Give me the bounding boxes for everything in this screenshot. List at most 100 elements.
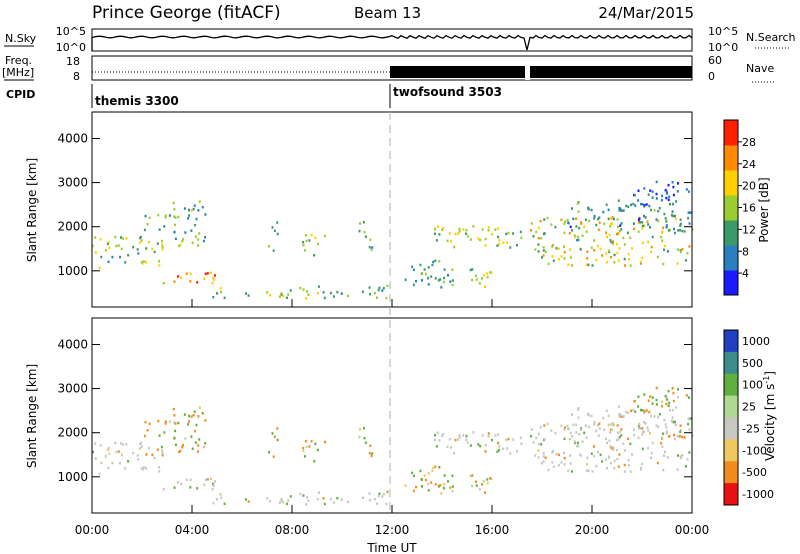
velocity-cell-7 (120, 453, 123, 457)
velocity-cell-5 (98, 472, 101, 476)
velocity-cell-347 (568, 438, 571, 441)
nave-tick-top: 60 (708, 54, 722, 67)
power-cell-457 (603, 222, 606, 225)
velocity-cell-90 (190, 415, 193, 418)
velocity-cell-392 (542, 455, 545, 458)
power-cell-45 (211, 281, 214, 285)
power-cell-493 (588, 219, 591, 223)
power-cell-128 (376, 296, 378, 299)
power-cell-354 (547, 262, 550, 266)
power-cell-368 (674, 217, 677, 221)
power-cell-12 (132, 245, 135, 249)
power-cell-521 (665, 190, 668, 193)
power-cell-76 (191, 241, 194, 244)
power-cell-65 (188, 214, 190, 217)
velocity-cell-157 (305, 445, 308, 449)
power-cell-59 (189, 280, 192, 283)
power-cell-439 (688, 222, 691, 225)
power-cell-497 (617, 199, 620, 202)
velocity-cell-478 (607, 423, 610, 427)
velocity-cell-312 (611, 421, 614, 425)
velocity-cell-266 (537, 432, 540, 436)
power-cell-16 (161, 248, 164, 251)
velocity-cbar-seg-3 (724, 395, 738, 418)
power-cell-378 (575, 217, 578, 220)
freq-label: Freq. (5, 54, 32, 67)
velocity-cell-359 (650, 456, 653, 460)
velocity-cell-152 (276, 427, 279, 430)
velocity-cell-82 (204, 442, 207, 445)
power-cell-326 (656, 255, 659, 259)
velocity-cell-205 (446, 445, 449, 449)
power-cell-247 (472, 225, 475, 228)
power-cell-151 (272, 249, 275, 252)
power-cell-352 (595, 223, 598, 227)
velocity-cell-180 (412, 474, 415, 478)
power-cell-429 (641, 221, 644, 224)
power-cell-221 (512, 232, 515, 235)
power-cell-9 (106, 242, 109, 246)
velocity-cell-474 (578, 432, 581, 436)
velocity-cell-456 (607, 414, 610, 418)
velocity-cell-153 (304, 440, 307, 443)
cpid-mode-1: twofsound 3503 (393, 85, 502, 99)
velocity-cell-63 (184, 437, 187, 440)
velocity-cell-212 (487, 432, 490, 435)
velocity-cell-517 (667, 389, 670, 393)
velocity-cell-39 (115, 450, 118, 454)
power-cell-126 (282, 295, 285, 298)
velocity-cell-30 (125, 443, 128, 446)
velocity-cell-452 (634, 410, 637, 413)
power-cell-99 (174, 216, 177, 219)
nave-gap (525, 62, 530, 80)
power-cell-273 (610, 217, 613, 220)
velocity-cbar-seg-5 (724, 439, 738, 462)
velocity-cell-493 (588, 425, 591, 429)
velocity-cell-245 (507, 437, 510, 441)
velocity-cell-159 (314, 442, 317, 446)
velocity-cell-410 (641, 447, 644, 451)
velocity-cell-402 (610, 446, 613, 450)
power-cell-239 (505, 232, 508, 236)
velocity-cbar-seg-2 (724, 373, 738, 397)
velocity-cell-404 (551, 461, 554, 464)
velocity-cell-455 (620, 428, 623, 431)
velocity-cell-3 (140, 445, 143, 448)
velocity-cell-529 (677, 388, 679, 391)
velocity-cell-78 (183, 413, 186, 416)
velocity-cell-19 (104, 455, 107, 458)
power-cell-110 (266, 291, 269, 294)
velocity-cell-527 (664, 394, 667, 398)
velocity-cell-252 (486, 481, 489, 485)
power-cell-213 (453, 245, 456, 249)
power-cell-194 (432, 260, 435, 264)
power-cell-324 (623, 243, 626, 246)
velocity-cell-81 (194, 429, 197, 433)
power-cell-392 (542, 249, 545, 252)
power-cell-332 (662, 262, 665, 266)
velocity-cell-242 (497, 441, 500, 445)
velocity-cell-77 (173, 421, 176, 424)
velocity-cell-263 (666, 456, 669, 459)
velocity-cell-368 (674, 423, 677, 427)
power-cell-27 (140, 261, 143, 264)
power-cell-219 (477, 237, 480, 240)
power-cell-212 (487, 226, 490, 229)
velocity-cell-528 (655, 386, 658, 390)
velocity-cell-405 (616, 457, 619, 461)
power-cell-145 (329, 291, 332, 295)
velocity-cell-103 (174, 429, 177, 433)
power-cell-258 (475, 278, 478, 281)
power-cell-339 (541, 256, 543, 259)
velocity-cell-20 (94, 442, 97, 445)
velocity-cell-142 (346, 500, 349, 504)
x-axis-label: Time UT (366, 541, 417, 554)
velocity-cell-223 (498, 445, 501, 448)
power-cell-476 (687, 211, 690, 214)
power-cell-376 (563, 231, 566, 235)
power-cell-290 (647, 223, 650, 226)
velocity-cell-322 (566, 424, 569, 428)
velocity-cell-165 (358, 435, 361, 439)
velocity-cell-265 (651, 441, 654, 445)
power-cell-232 (487, 229, 490, 232)
